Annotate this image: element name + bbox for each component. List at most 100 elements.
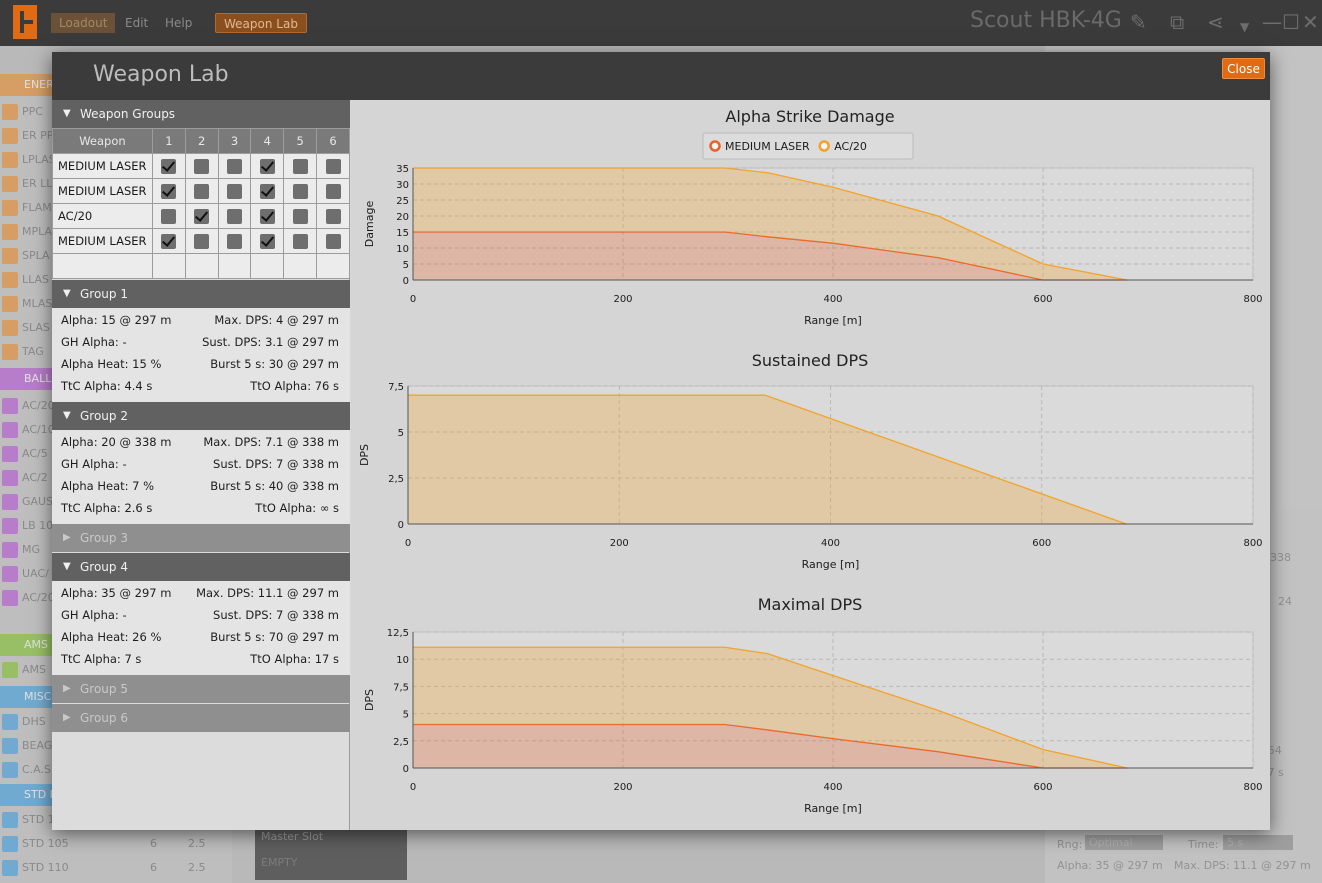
- equipment-item[interactable]: MPLA: [0, 220, 232, 244]
- group-checkbox[interactable]: [227, 233, 242, 249]
- group-checkbox[interactable]: [292, 183, 308, 199]
- sustained-dps-chart: Sustained DPS 0 200 400 600 800 0 2,5 5 7,5 Range …: [358, 351, 1263, 571]
- x-tick-label: 800: [1243, 294, 1262, 305]
- y-tick-label: 2,5: [393, 737, 409, 748]
- equipment-item[interactable]: UAC/: [0, 562, 232, 586]
- compare-icon[interactable]: ⧉: [1170, 10, 1185, 34]
- group-checkbox[interactable]: [259, 183, 275, 199]
- group-header[interactable]: ▼ Group 4: [52, 553, 350, 581]
- group-header[interactable]: ▶ Group 3: [52, 524, 350, 552]
- equipment-item[interactable]: LB 10: [0, 514, 232, 538]
- group-checkbox[interactable]: [227, 158, 242, 174]
- maximize-icon[interactable]: ☐: [1282, 10, 1300, 34]
- group-checkbox[interactable]: [325, 158, 341, 174]
- equipment-item[interactable]: AC/20: [0, 394, 232, 418]
- group-checkbox[interactable]: [292, 158, 308, 174]
- minimize-icon[interactable]: —: [1262, 10, 1282, 34]
- stat-sust-dps: Sust. DPS: 3.1 @ 297 m: [202, 335, 339, 349]
- group-checkbox[interactable]: [161, 183, 177, 199]
- share-icon[interactable]: ⋖: [1207, 10, 1224, 34]
- equipment-item[interactable]: FLAM: [0, 196, 232, 220]
- group-checkbox[interactable]: [227, 208, 242, 224]
- equipment-item[interactable]: GAUS: [0, 490, 232, 514]
- equipment-item[interactable]: ER LL: [0, 172, 232, 196]
- close-icon[interactable]: ✕: [1302, 10, 1319, 34]
- equipment-item[interactable]: LPLAS: [0, 148, 232, 172]
- group-header[interactable]: ▶ Group 5: [52, 675, 350, 703]
- menu-loadout[interactable]: Loadout: [51, 13, 116, 33]
- equipment-item[interactable]: AC/5: [0, 442, 232, 466]
- close-button[interactable]: Close: [1222, 58, 1265, 79]
- group-checkbox[interactable]: [259, 233, 275, 249]
- equipment-item[interactable]: STD 110 6 2.5: [0, 856, 232, 880]
- group-checkbox[interactable]: [227, 183, 242, 199]
- collapse-triangle-icon: ▶: [63, 532, 71, 543]
- group-checkbox[interactable]: [259, 158, 275, 174]
- group-checkbox[interactable]: [194, 208, 210, 224]
- loadout-name[interactable]: Scout HBK-4G: [970, 8, 1122, 33]
- pencil-icon[interactable]: ✎: [1130, 10, 1147, 34]
- menu-help[interactable]: Help: [165, 16, 193, 30]
- group-checkbox[interactable]: [292, 233, 308, 249]
- group-checkbox[interactable]: [325, 183, 341, 199]
- group-checkbox[interactable]: [194, 158, 210, 174]
- series-area: [413, 232, 1127, 280]
- equipment-item[interactable]: MLAS: [0, 292, 232, 316]
- chevron-down-icon[interactable]: ▼: [1240, 20, 1250, 34]
- table-row: AC/20: [52, 203, 350, 229]
- x-tick-label: 800: [1243, 538, 1262, 549]
- group-header[interactable]: ▶ Group 6: [52, 704, 350, 732]
- equipment-item[interactable]: STD 1: [0, 808, 232, 832]
- group-checkbox[interactable]: [325, 208, 341, 224]
- equipment-icon: [2, 224, 18, 240]
- group-checkbox[interactable]: [259, 208, 275, 224]
- x-tick-label: 400: [823, 294, 842, 305]
- equipment-item[interactable]: AC/2: [0, 466, 232, 490]
- equipment-item[interactable]: BEAG: [0, 734, 232, 758]
- equipment-item[interactable]: MG: [0, 538, 232, 562]
- group-stats: Alpha: 35 @ 297 m Max. DPS: 11.1 @ 297 m G…: [52, 581, 350, 675]
- range-select[interactable]: Optimal: [1085, 835, 1163, 850]
- group-checkbox[interactable]: [161, 208, 177, 224]
- group-header[interactable]: ▼ Group 2: [52, 402, 350, 430]
- equipment-item[interactable]: TAG: [0, 340, 232, 364]
- group-checkbox[interactable]: [194, 233, 210, 249]
- equipment-item[interactable]: PPC: [0, 100, 232, 124]
- group-title: Group 2: [80, 409, 128, 423]
- x-tick-label: 0: [410, 294, 416, 305]
- equipment-item[interactable]: AC/10: [0, 418, 232, 442]
- column-header-group: 1: [151, 128, 186, 154]
- equipment-item[interactable]: SPLA: [0, 244, 232, 268]
- stat-max-dps: Max. DPS: 7.1 @ 338 m: [203, 435, 339, 449]
- equipment-name: SPLA: [22, 249, 50, 262]
- group-checkbox[interactable]: [325, 233, 341, 249]
- equipment-item[interactable]: LLAS: [0, 268, 232, 292]
- time-label: Time:: [1188, 838, 1219, 851]
- weapon-groups-header[interactable]: ▼ Weapon Groups: [52, 100, 350, 128]
- equipment-item[interactable]: AMS: [0, 658, 232, 682]
- menu-edit[interactable]: Edit: [125, 16, 149, 30]
- summary-value: 338: [1270, 551, 1291, 564]
- equipment-item[interactable]: C.A.S: [0, 758, 232, 782]
- series-area: [408, 395, 1127, 524]
- equipment-item[interactable]: SLAS: [0, 316, 232, 340]
- time-select[interactable]: 5 s: [1223, 835, 1294, 850]
- group-checkbox[interactable]: [161, 233, 177, 249]
- empty-cell: [52, 253, 153, 279]
- group-checkbox[interactable]: [292, 208, 308, 224]
- equipment-icon: [2, 518, 18, 534]
- column-header-group: 5: [283, 128, 318, 154]
- equipment-item[interactable]: AC/20: [0, 586, 232, 610]
- group-checkbox[interactable]: [194, 183, 210, 199]
- equipment-item[interactable]: STD 105 6 2.5: [0, 832, 232, 856]
- group-title: Group 1: [80, 287, 128, 301]
- menu-weapon-lab[interactable]: Weapon Lab: [215, 13, 307, 33]
- group-checkbox[interactable]: [161, 158, 177, 174]
- equipment-item[interactable]: DHS: [0, 710, 232, 734]
- master-slot-value: EMPTY: [261, 856, 298, 869]
- equipment-icon: [2, 542, 18, 558]
- chart-title: Sustained DPS: [752, 351, 869, 370]
- group-header[interactable]: ▼ Group 1: [52, 280, 350, 308]
- equipment-icon: [2, 762, 18, 778]
- equipment-item[interactable]: ER PP: [0, 124, 232, 148]
